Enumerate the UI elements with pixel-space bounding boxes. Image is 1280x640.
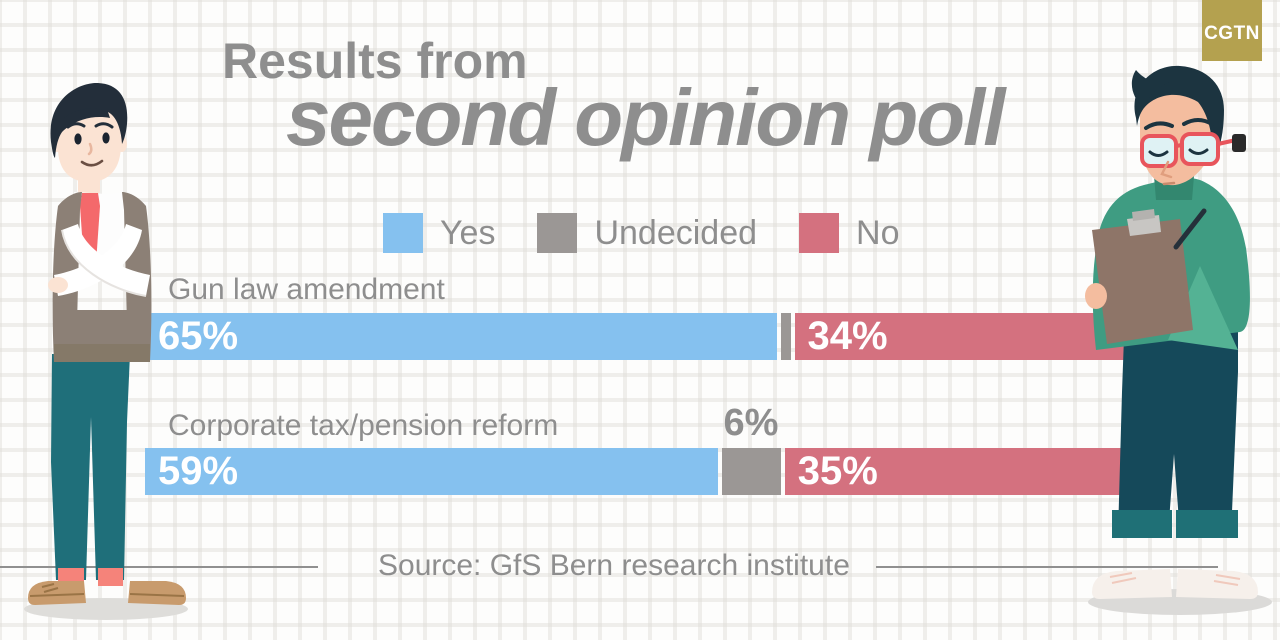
page-title-line2: second opinion poll [286, 73, 1006, 162]
bar-segment-no: 35% [784, 448, 1125, 495]
category-label-tax-pension: Corporate tax/pension reform [168, 409, 559, 442]
bar-row-gun-law: 65% 34% [145, 313, 1125, 360]
value-label-yes: 59% [158, 449, 239, 493]
legend-swatch-yes [383, 213, 423, 253]
source-text: Source: GfS Bern research institute [378, 549, 850, 582]
ground-line-left [0, 566, 318, 568]
legend: Yes Undecided No [383, 213, 942, 253]
value-label-no: 34% [807, 314, 888, 358]
bar-segment-yes: 59% [145, 448, 719, 495]
stacked-bar: 65% 34% [145, 313, 1125, 360]
category-label-gun-law: Gun law amendment [168, 273, 445, 306]
bar-segment-undecided [722, 448, 781, 495]
legend-swatch-undecided [537, 213, 578, 253]
bar-row-tax-pension: 59% 35% 6% [145, 402, 1125, 495]
legend-label-no: No [856, 213, 900, 252]
bar-segment-no: 34% [794, 313, 1125, 360]
legend-label-undecided: Undecided [594, 213, 758, 252]
value-label-yes: 65% [158, 314, 239, 358]
page-title-line1: Results from [222, 33, 528, 89]
legend-swatch-no [799, 213, 840, 253]
legend-label-yes: Yes [440, 213, 496, 252]
bar-segment-undecided [780, 313, 791, 360]
value-label-undecided: 6% [723, 402, 779, 444]
cgtn-logo: CGTN [1202, 0, 1262, 61]
ground-line-right [876, 566, 1218, 568]
value-label-no: 35% [797, 449, 878, 493]
bar-segment-yes: 65% [145, 313, 777, 360]
stacked-bar: 59% 35% [145, 448, 1125, 495]
